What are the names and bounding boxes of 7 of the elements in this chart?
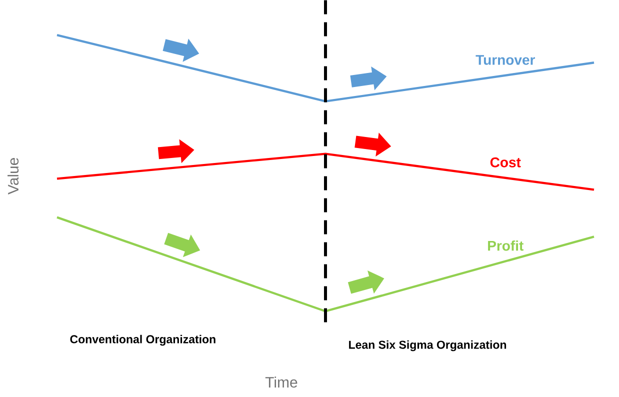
series-label: Turnover xyxy=(476,54,536,65)
y-axis-title: Value xyxy=(8,158,19,194)
series-label: Profit xyxy=(488,240,524,251)
series-label: Cost xyxy=(490,157,521,168)
x-axis-title: Time xyxy=(265,376,298,388)
text: Lean Six Sigma Organization xyxy=(349,340,506,351)
text: Conventional Organization xyxy=(70,334,216,346)
